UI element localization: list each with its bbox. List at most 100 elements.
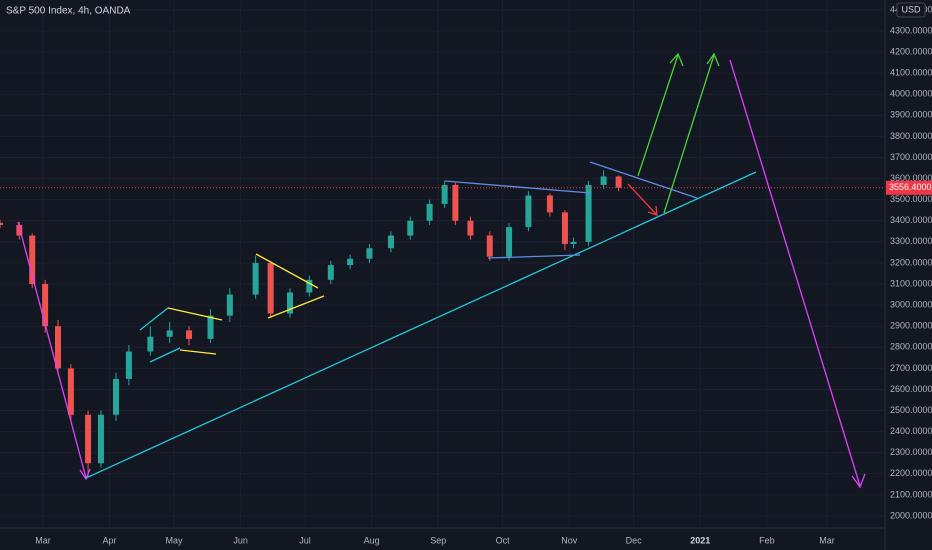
- y-tick-label: 4000.0000: [890, 89, 932, 99]
- y-tick-label: 3100.0000: [890, 278, 932, 288]
- candle-body: [54, 326, 61, 369]
- candle-body: [85, 414, 92, 464]
- y-tick-label: 3200.0000: [890, 257, 932, 267]
- arrow-head: [706, 52, 720, 67]
- trend-line: [85, 171, 757, 479]
- x-tick-label: Sep: [430, 535, 446, 545]
- candle-body: [561, 212, 568, 244]
- candle-body: [467, 220, 474, 236]
- candle-body: [407, 220, 414, 236]
- candle-body: [347, 258, 354, 266]
- x-tick-label: May: [165, 535, 183, 545]
- last-price-label: 3556.4000: [889, 182, 932, 192]
- x-tick-label: 2021: [690, 535, 710, 545]
- currency-label: USD: [901, 4, 921, 14]
- y-tick-label: 4100.0000: [890, 68, 932, 78]
- candle-body: [42, 284, 49, 327]
- x-tick-label: Oct: [496, 535, 511, 545]
- y-tick-label: 2300.0000: [890, 447, 932, 457]
- trend-line: [149, 347, 181, 363]
- x-tick-label: Mar: [35, 535, 51, 545]
- trend-line: [255, 253, 319, 289]
- trend-line: [589, 161, 698, 199]
- trend-line: [167, 307, 223, 321]
- y-tick-label: 3700.0000: [890, 152, 932, 162]
- candle-body: [426, 203, 433, 221]
- arrow-head: [79, 468, 91, 481]
- x-tick-label: Nov: [561, 535, 578, 545]
- candle-body: [16, 224, 23, 236]
- candle-body: [506, 227, 513, 257]
- candle-body: [327, 265, 334, 280]
- y-tick-label: 4300.0000: [890, 25, 932, 35]
- trend-line: [267, 295, 325, 319]
- x-tick-label: Feb: [759, 535, 775, 545]
- candle-body: [525, 195, 532, 228]
- candle-body: [252, 262, 259, 295]
- candle-body: [387, 235, 394, 249]
- candle-body: [0, 222, 3, 225]
- candle-body: [267, 262, 274, 314]
- candle-body: [186, 330, 193, 339]
- candle-body: [147, 336, 154, 352]
- last-price-box: [886, 180, 932, 195]
- y-tick-label: 2800.0000: [890, 342, 932, 352]
- x-tick-label: Dec: [626, 535, 643, 545]
- trend-line: [139, 307, 169, 331]
- y-tick-label: 2500.0000: [890, 405, 932, 415]
- trend-line: [179, 349, 217, 355]
- drawings: [17, 52, 866, 489]
- y-tick-label: 2900.0000: [890, 321, 932, 331]
- currency-box: [896, 2, 926, 18]
- y-tick-label: 3900.0000: [890, 110, 932, 120]
- y-tick-label: 2200.0000: [890, 468, 932, 478]
- arrow-head: [647, 205, 658, 216]
- x-tick-label: Aug: [364, 535, 380, 545]
- arrow-head: [669, 52, 684, 67]
- candle-body: [166, 330, 173, 337]
- arrow: [627, 183, 657, 215]
- candle-body: [486, 235, 493, 257]
- arrow-head: [851, 473, 866, 489]
- y-tick-label: 2400.0000: [890, 426, 932, 436]
- y-tick-label: 3300.0000: [890, 236, 932, 246]
- y-tick-label: 2700.0000: [890, 363, 932, 373]
- trend-line: [444, 180, 591, 194]
- candle-body: [112, 378, 119, 415]
- y-tick-label: 3500.0000: [890, 194, 932, 204]
- trend-line: [17, 221, 87, 479]
- arrow: [637, 54, 679, 177]
- candle-body: [366, 248, 373, 259]
- y-tick-label: 2000.0000: [890, 510, 932, 520]
- candle-body: [600, 176, 607, 185]
- y-tick-label: 3000.0000: [890, 299, 932, 309]
- y-tick-label: 3400.0000: [890, 215, 932, 225]
- arrow: [663, 54, 715, 214]
- candle-body: [306, 279, 313, 293]
- candle-body: [29, 235, 36, 285]
- candle-body: [125, 351, 132, 379]
- trend-line: [487, 254, 581, 259]
- candle-body: [286, 292, 293, 314]
- candle-body: [207, 315, 214, 339]
- x-tick-label: Apr: [103, 535, 117, 545]
- y-tick-label: 4200.0000: [890, 46, 932, 56]
- y-tick-label: 2600.0000: [890, 384, 932, 394]
- candle-body: [615, 176, 622, 188]
- x-tick-label: Jun: [233, 535, 248, 545]
- chart-title: S&P 500 Index, 4h, OANDA: [6, 6, 131, 17]
- candle-body: [226, 294, 233, 316]
- candle-body: [67, 368, 74, 415]
- candle-body: [585, 184, 592, 242]
- candle-body: [97, 414, 104, 464]
- y-tick-label: 3800.0000: [890, 131, 932, 141]
- y-tick-label: 2100.0000: [890, 489, 932, 499]
- y-tick-label: 3600.0000: [890, 173, 932, 183]
- arrow: [729, 59, 861, 487]
- x-tick-label: Mar: [819, 535, 835, 545]
- candle-body: [570, 241, 577, 244]
- candle-body: [452, 184, 459, 221]
- candle-body: [441, 184, 448, 204]
